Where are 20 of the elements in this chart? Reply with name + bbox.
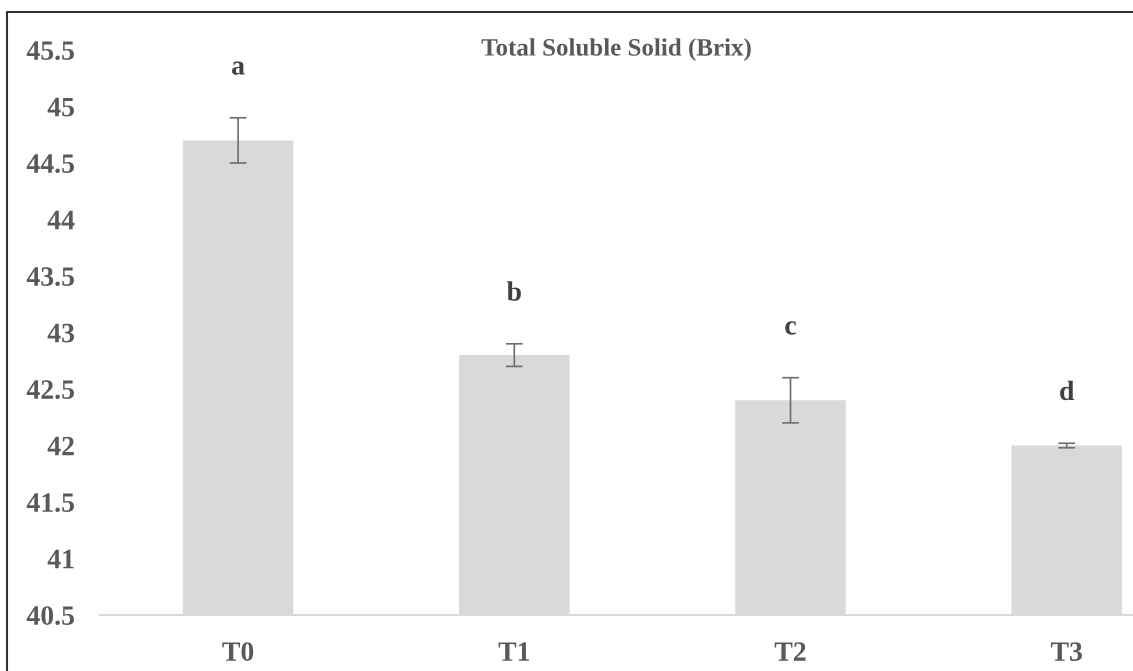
y-tick-label: 42.5	[26, 380, 74, 400]
y-tick-label: 44	[47, 210, 75, 230]
x-tick-label: T1	[498, 642, 530, 661]
y-tick-label: 42	[47, 436, 74, 456]
y-tick-label: 40.5	[26, 606, 74, 626]
x-tick-label: T2	[774, 642, 806, 661]
y-tick-label: 45	[47, 97, 74, 117]
annotation: c	[785, 321, 796, 335]
y-tick-label: 43.5	[26, 267, 74, 287]
annotation: d	[1060, 380, 1075, 401]
annotation: a	[232, 61, 245, 75]
x-tick-label: T0	[222, 642, 254, 661]
y-tick-label: 41	[47, 549, 74, 569]
annotation: b	[506, 281, 521, 301]
y-tick-label: 45.5	[26, 41, 74, 61]
y-tick-label: 44.5	[26, 154, 74, 174]
chart-title: Total Soluble Solid (Brix)	[481, 38, 751, 61]
x-tick-label: T3	[1050, 642, 1082, 661]
y-tick-label: 41.5	[26, 493, 74, 513]
y-tick-label: 43	[47, 323, 75, 343]
